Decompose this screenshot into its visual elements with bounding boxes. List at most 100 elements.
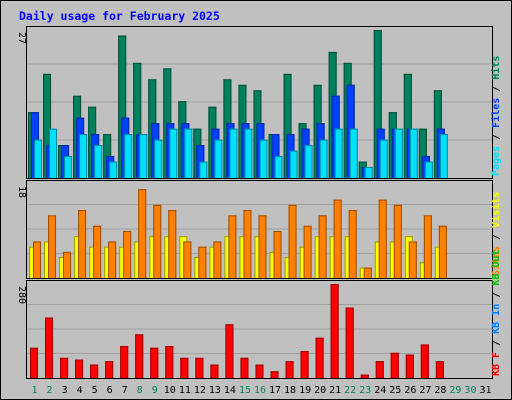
bar-pages — [79, 134, 88, 178]
day-label: 6 — [107, 385, 113, 396]
bar-pages — [334, 128, 343, 178]
panel-ymax-label: 18 — [16, 186, 27, 198]
bar-kb-f-fill — [90, 364, 99, 378]
bar-kb-f — [285, 361, 294, 378]
bar-kb-f — [360, 374, 369, 378]
bar-kb-f-fill — [435, 361, 444, 378]
bar-hits-fill — [103, 134, 112, 178]
bar-kb-f-fill — [195, 357, 204, 378]
bar-pages-fill — [244, 128, 253, 178]
bar-sites-fill — [93, 225, 102, 278]
bar-sites-fill — [78, 210, 87, 278]
day-label: 9 — [152, 385, 158, 396]
bar-pages-fill — [319, 139, 328, 178]
bar-kb-f-fill — [105, 361, 114, 378]
bar-pages — [289, 150, 298, 178]
bar-sites — [438, 225, 447, 278]
day-axis-labels: 1 2 3 4 5 6 7 8 9 10 11 12 13 14 15 16 17 18 19 20 21 22 23 24 2… — [32, 385, 492, 396]
bar-hits-fill — [133, 62, 142, 179]
bar-sites — [333, 199, 342, 278]
bar-kb-f-fill — [375, 361, 384, 378]
bar-pages-fill — [364, 167, 373, 178]
bar-sites — [123, 231, 132, 278]
bar-kb-f — [105, 361, 114, 378]
bar-pages — [64, 156, 73, 178]
bar-pages-fill — [94, 145, 103, 178]
bar-sites — [213, 241, 222, 278]
bar-kb-f — [75, 359, 84, 378]
panel-frame — [26, 180, 493, 279]
bar-sites — [258, 215, 267, 278]
bar-hits-fill — [118, 35, 127, 179]
bar-sites — [198, 246, 207, 278]
bar-kb-f-fill — [150, 347, 159, 378]
bar-kb-f-fill — [255, 364, 264, 378]
day-label: 14 — [224, 385, 236, 396]
bar-pages-fill — [379, 139, 388, 178]
bar-kb-f — [150, 347, 159, 378]
day-label: 10 — [164, 385, 176, 396]
legend-separator: / — [491, 334, 502, 352]
bar-pages — [154, 139, 163, 178]
bar-pages — [109, 161, 118, 178]
bar-sites-fill — [303, 225, 312, 278]
bar-hits-fill — [163, 68, 172, 178]
bar-pages — [184, 128, 193, 178]
bar-sites-fill — [348, 210, 357, 278]
bar-sites-fill — [273, 231, 282, 278]
bar-kb-f-fill — [330, 284, 339, 378]
bar-sites-fill — [408, 241, 417, 278]
bar-sites-fill — [318, 215, 327, 278]
bar-pages-fill — [439, 134, 448, 178]
bar-pages-fill — [199, 161, 208, 178]
bar-sites-fill — [288, 204, 297, 278]
panel-ymax-label: 280 — [16, 286, 27, 304]
bar-sites-fill — [108, 241, 117, 278]
bar-pages-fill — [64, 156, 73, 178]
day-label: 5 — [92, 385, 98, 396]
bar-kb-f-fill — [405, 354, 414, 378]
day-label: 3 — [62, 385, 68, 396]
bar-pages — [244, 128, 253, 178]
bar-pages — [304, 145, 313, 178]
bar-sites — [378, 199, 387, 278]
bar-hits-fill — [418, 128, 427, 178]
bar-sites-fill — [393, 204, 402, 278]
bar-sites — [408, 241, 417, 278]
bar-sites-fill — [423, 215, 432, 278]
legend-text: KB F / KB In / KB Out — [491, 250, 502, 376]
day-label: 4 — [77, 385, 83, 396]
bar-sites-fill — [63, 251, 72, 278]
bar-kb-f — [210, 364, 219, 378]
bar-pages — [379, 139, 388, 178]
bar-pages — [349, 128, 358, 178]
bar-kb-f-fill — [360, 374, 369, 378]
bar-kb-f — [405, 354, 414, 378]
panel-frame — [26, 26, 493, 179]
bar-pages — [214, 139, 223, 178]
day-label: 19 — [299, 385, 311, 396]
bar-sites — [168, 210, 177, 278]
bar-kb-f — [300, 351, 309, 378]
bar-pages-fill — [409, 128, 418, 178]
day-label: 26 — [404, 385, 416, 396]
bar-sites-fill — [243, 210, 252, 278]
bar-sites — [63, 251, 72, 278]
bar-sites — [138, 189, 147, 278]
day-label: 16 — [254, 385, 266, 396]
panel-frame — [26, 280, 493, 379]
bar-kb-f — [165, 346, 174, 378]
bar-pages — [169, 128, 178, 178]
bar-pages — [409, 128, 418, 178]
bar-sites — [273, 231, 282, 278]
bar-pages — [274, 156, 283, 178]
bar-kb-f — [270, 371, 279, 378]
bar-kb-f — [135, 334, 144, 378]
bar-sites — [348, 210, 357, 278]
bar-pages — [394, 128, 403, 178]
bar-visits-fill — [59, 257, 68, 278]
panel-ymax-label: 27 — [16, 32, 27, 44]
day-label: 11 — [179, 385, 191, 396]
bar-sites — [78, 210, 87, 278]
